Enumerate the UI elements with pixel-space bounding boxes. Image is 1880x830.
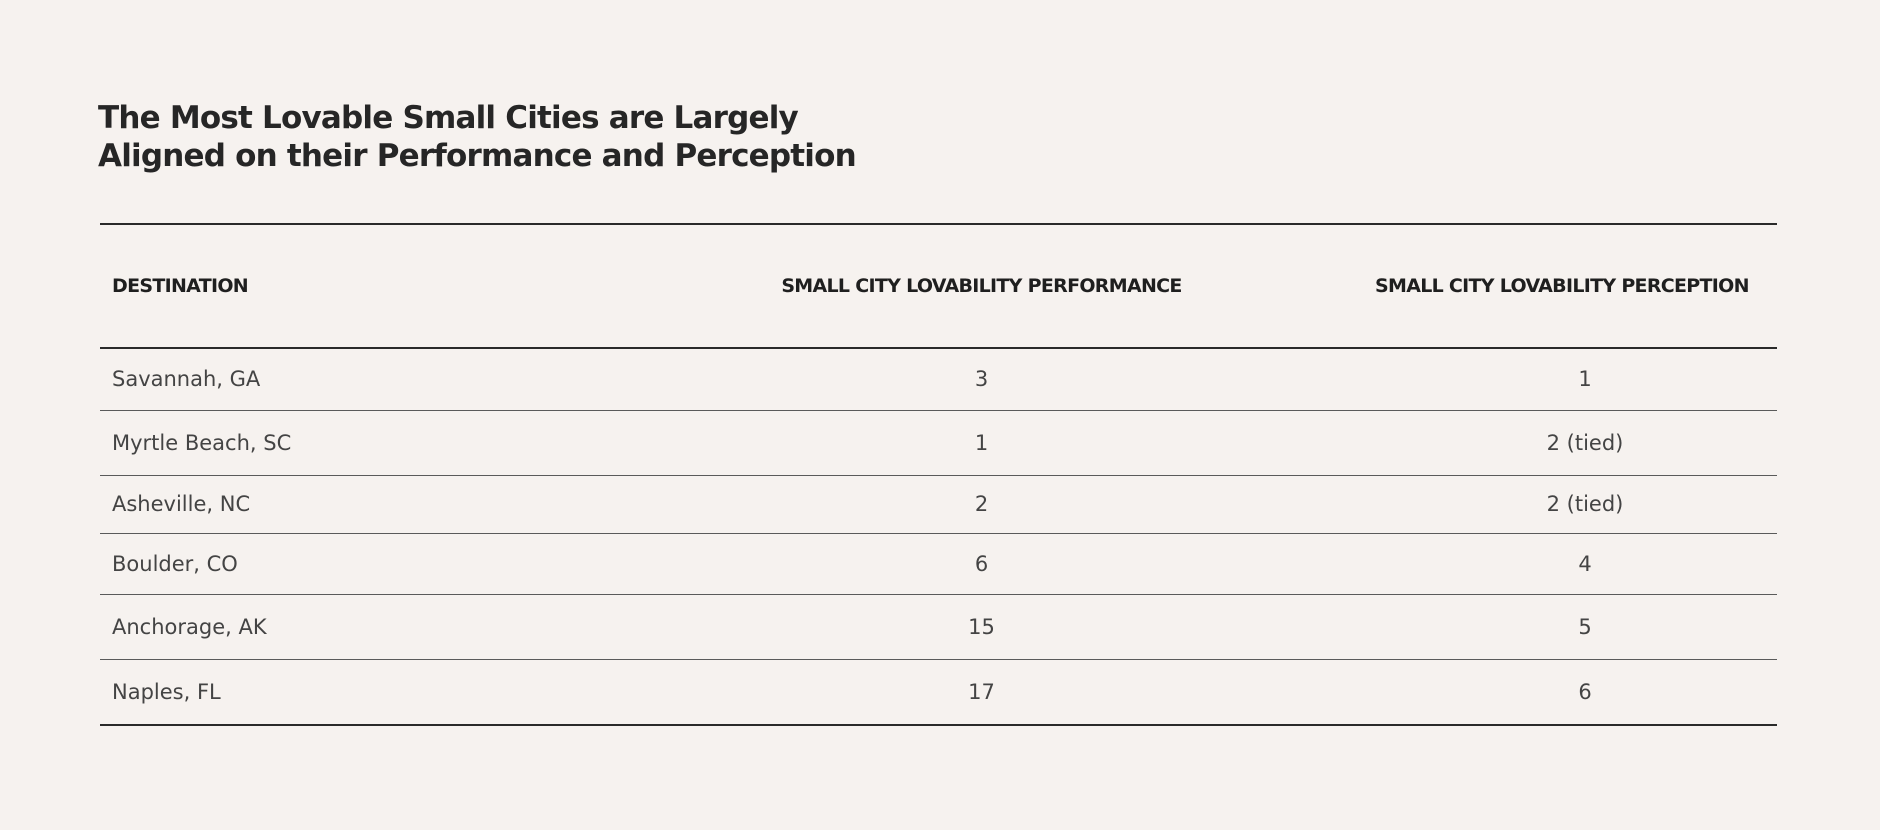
cell-perception: 2 (tied) <box>1339 410 1777 476</box>
table-row: Boulder, CO 6 4 <box>100 533 1777 595</box>
cell-destination: Asheville, NC <box>100 475 628 534</box>
cell-perception: 5 <box>1339 594 1777 660</box>
perception-value: 6 <box>1578 679 1592 704</box>
cell-destination: Naples, FL <box>100 659 628 726</box>
cell-perception: 1 <box>1339 348 1777 411</box>
table-header: DESTINATION SMALL CITY LOVABILITY PERFOR… <box>100 225 1777 349</box>
cell-performance: 1 <box>628 410 1339 476</box>
perception-value: 4 <box>1578 551 1592 576</box>
rankings-table: DESTINATION SMALL CITY LOVABILITY PERFOR… <box>100 225 1777 726</box>
table-row: Anchorage, AK 15 5 <box>100 594 1777 660</box>
header-destination: DESTINATION <box>100 225 628 349</box>
cell-performance: 6 <box>628 533 1339 595</box>
title-line-2: Aligned on their Performance and Percept… <box>98 138 857 174</box>
cell-performance: 15 <box>628 594 1339 660</box>
cell-performance: 2 <box>628 475 1339 534</box>
cell-perception: 4 <box>1339 533 1777 595</box>
cell-perception: 2 (tied) <box>1339 475 1777 534</box>
top-divider <box>100 223 1777 225</box>
table-row: Myrtle Beach, SC 1 2 (tied) <box>100 410 1777 476</box>
header-performance: SMALL CITY LOVABILITY PERFORMANCE <box>628 225 1339 349</box>
title-line-1: The Most Lovable Small Cities are Largel… <box>98 100 799 136</box>
table-row: Naples, FL 17 6 <box>100 659 1777 726</box>
perception-value: 2 (tied) <box>1546 492 1624 516</box>
perception-value: 1 <box>1578 367 1592 392</box>
perception-value: 5 <box>1578 614 1592 639</box>
cell-perception: 6 <box>1339 659 1777 726</box>
perception-value: 2 (tied) <box>1546 430 1624 455</box>
cell-destination: Boulder, CO <box>100 533 628 595</box>
cell-performance: 3 <box>628 348 1339 411</box>
table-body: Savannah, GA 3 1 Myrtle Beach, SC 1 2 (t… <box>100 348 1777 726</box>
table-row: Savannah, GA 3 1 <box>100 348 1777 411</box>
header-row: DESTINATION SMALL CITY LOVABILITY PERFOR… <box>100 225 1777 349</box>
cell-destination: Myrtle Beach, SC <box>100 410 628 476</box>
table-row: Asheville, NC 2 2 (tied) <box>100 475 1777 534</box>
cell-performance: 17 <box>628 659 1339 726</box>
cell-destination: Anchorage, AK <box>100 594 628 660</box>
header-perception: SMALL CITY LOVABILITY PERCEPTION <box>1339 225 1777 349</box>
page-title: The Most Lovable Small Cities are Largel… <box>98 99 998 175</box>
cell-destination: Savannah, GA <box>100 348 628 411</box>
